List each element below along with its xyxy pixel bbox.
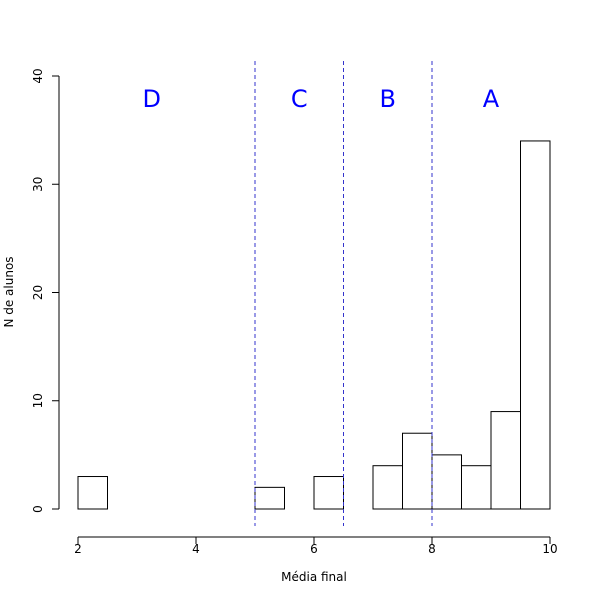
- histogram-bar: [520, 140, 551, 510]
- x-tick-label: 4: [192, 542, 200, 556]
- histogram-bar: [490, 411, 521, 510]
- x-axis: 2 4 6 8 10: [74, 536, 558, 556]
- y-tick-label: 40: [31, 68, 45, 83]
- histogram-bar: [77, 476, 108, 510]
- histogram-bars: [77, 140, 551, 510]
- y-tick-label: 0: [31, 505, 45, 513]
- x-tick-label: 8: [428, 542, 436, 556]
- grade-label: D: [143, 85, 161, 113]
- histogram-bar: [431, 454, 462, 510]
- x-tick-label: 10: [542, 542, 557, 556]
- grade-cutoff-lines: [254, 61, 433, 526]
- histogram-bar: [372, 465, 403, 510]
- y-tick-label: 20: [31, 285, 45, 300]
- y-tick-label: 10: [31, 393, 45, 408]
- histogram-bar: [402, 432, 433, 510]
- histogram-bar: [461, 465, 492, 510]
- y-axis: 0 10 20 30 40: [31, 68, 60, 513]
- grade-label: A: [483, 85, 500, 113]
- x-axis-label: Média final: [281, 570, 347, 584]
- x-tick-label: 6: [310, 542, 318, 556]
- x-tick-label: 2: [74, 542, 82, 556]
- grade-label: C: [291, 85, 308, 113]
- histogram-bar: [313, 476, 344, 510]
- y-axis-label: N de alunos: [2, 256, 16, 327]
- grade-label: B: [380, 85, 396, 113]
- histogram-bar: [254, 486, 285, 510]
- y-tick-label: 30: [31, 177, 45, 192]
